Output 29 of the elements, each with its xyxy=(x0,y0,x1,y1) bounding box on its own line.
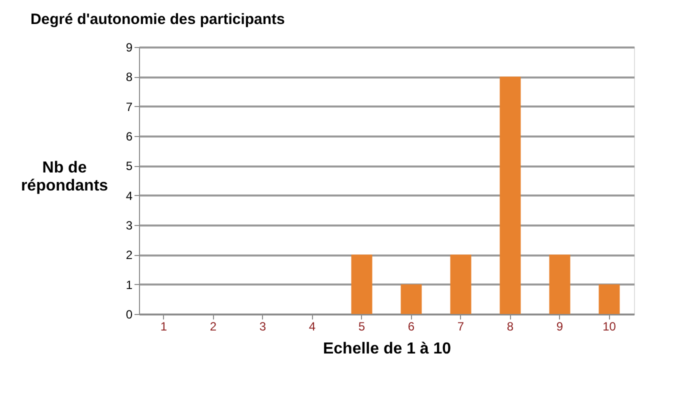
bar xyxy=(598,284,620,314)
x-tick-label: 2 xyxy=(210,320,217,334)
y-tick-label: 8 xyxy=(126,70,133,84)
x-tick-label: 8 xyxy=(506,320,514,334)
y-tick-label: 7 xyxy=(126,100,133,114)
bar xyxy=(450,254,472,314)
x-tick-label: 5 xyxy=(358,320,366,334)
y-tick-label: 1 xyxy=(126,278,133,292)
bar xyxy=(549,254,570,314)
y-axis-title: Nb de répondants xyxy=(20,160,108,194)
y-tick-label: 2 xyxy=(126,248,133,262)
x-axis-title: Echelle de 1 à 10 xyxy=(322,340,452,358)
y-tick-label: 3 xyxy=(126,218,133,232)
bar xyxy=(500,76,521,314)
bar xyxy=(400,284,422,314)
chart-title: Degré d'autonomie des participants xyxy=(30,11,285,28)
y-tick-label: 4 xyxy=(126,188,133,203)
x-tick-label: 1 xyxy=(160,320,168,334)
x-tick-label: 10 xyxy=(602,320,616,334)
x-tick-label: 4 xyxy=(308,320,316,334)
y-tick-label: 0 xyxy=(126,308,133,322)
x-tick-label: 6 xyxy=(408,320,415,334)
bar xyxy=(351,254,372,314)
x-tick-label: 9 xyxy=(556,320,564,334)
x-tick-label: 7 xyxy=(457,320,464,334)
y-tick-label: 9 xyxy=(126,40,133,54)
x-tick-label: 3 xyxy=(259,320,266,334)
y-tick-label: 6 xyxy=(126,130,133,144)
y-tick-label: 5 xyxy=(126,159,133,174)
